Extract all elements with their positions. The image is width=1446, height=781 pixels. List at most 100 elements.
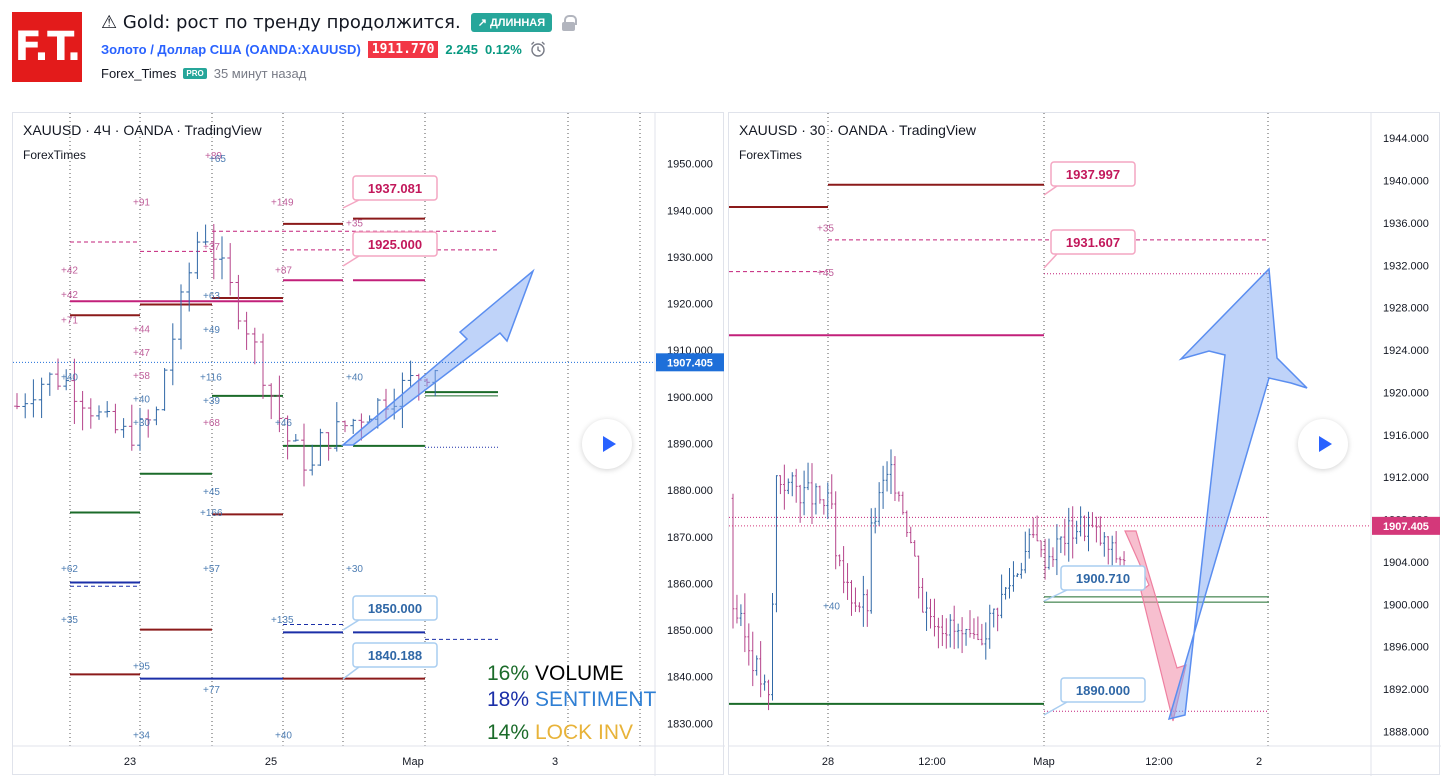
- candle: [944, 618, 948, 649]
- candle: [802, 470, 806, 516]
- candle: [22, 393, 29, 419]
- candle: [1055, 524, 1059, 576]
- chart-panel-30m[interactable]: +35 +45 +40 1944.000 1940.000 1936.000 1932.0…: [728, 112, 1441, 776]
- candle: [790, 472, 794, 497]
- candle: [128, 404, 135, 451]
- price-change: 2.245: [445, 41, 478, 57]
- candle: [235, 274, 242, 330]
- candle: [1102, 532, 1106, 557]
- candle: [865, 589, 869, 627]
- candle-annotation: +91: [133, 198, 150, 209]
- callout-label: 1840.188: [368, 648, 422, 663]
- chart-panel-4h[interactable]: +89 +65 +91 +149 +35 +37 +42 +63 +87 +42 +71 +44 +49…: [12, 112, 725, 776]
- replay-play-button[interactable]: [582, 419, 632, 469]
- candle-annotation: +166: [200, 508, 223, 519]
- replay-play-button[interactable]: [1298, 419, 1348, 469]
- candle-annotation: +40: [823, 602, 840, 613]
- candle: [798, 484, 802, 523]
- y-tick-label: 1890.000: [667, 438, 713, 450]
- candle: [1027, 528, 1031, 559]
- x-tick-label: 12:00: [1145, 756, 1173, 768]
- callout-box: [1050, 229, 1136, 255]
- price-change-percent: 0.12%: [484, 41, 522, 57]
- callout-pointer: [342, 666, 360, 680]
- callout-label: 1890.000: [1076, 683, 1130, 698]
- candle-annotation: +87: [275, 265, 292, 276]
- candle: [284, 415, 291, 460]
- candle: [838, 554, 842, 567]
- y-tick-label: 1950.000: [667, 159, 713, 171]
- last-price-label: 1907.405: [1383, 521, 1429, 533]
- long-direction-badge: ↗ ДЛИННАЯ: [470, 13, 553, 32]
- callout-box: [1060, 565, 1146, 591]
- callout-pointer: [1043, 185, 1058, 196]
- candle-annotation: +42: [61, 290, 78, 301]
- candle-annotation: +42: [61, 265, 78, 276]
- x-tick-label: 12:00: [918, 756, 946, 768]
- forex-times-logo[interactable]: F.T.: [12, 12, 82, 82]
- candle-annotation: +68: [203, 418, 220, 429]
- y-tick-label: 1920.000: [667, 299, 713, 311]
- candle: [79, 391, 86, 431]
- y-tick-label: 1920.000: [1383, 387, 1429, 399]
- candle: [145, 409, 152, 438]
- chart-4h-canvas[interactable]: +89+65 +91 +149 +35 +37 +42 +63 +87 +42 +71 +44 +49…: [13, 113, 725, 776]
- author-name[interactable]: Forex_Times: [101, 66, 177, 81]
- candle: [909, 526, 913, 544]
- y-tick-label: 1830.000: [667, 718, 713, 730]
- candle: [178, 284, 184, 350]
- symbol-row: Золото / Доллар США (OANDA:XAUUSD) 1911.…: [101, 40, 547, 58]
- y-tick-label: 1850.000: [667, 625, 713, 637]
- alarm-clock-icon[interactable]: [529, 40, 547, 58]
- candle: [739, 604, 743, 627]
- candle: [755, 655, 759, 676]
- candle-annotation: +35: [61, 615, 78, 626]
- x-tick-label: Мар: [402, 756, 424, 768]
- candle: [202, 224, 209, 246]
- symbol-link[interactable]: Золото / Доллар США (OANDA:XAUUSD): [101, 41, 361, 57]
- candle: [243, 311, 250, 350]
- candle: [810, 463, 814, 524]
- candle: [814, 483, 818, 515]
- candle: [301, 423, 307, 487]
- candle: [1051, 547, 1055, 567]
- candle-annotation: +34: [133, 730, 150, 741]
- candle-annotation: +35: [817, 223, 834, 234]
- candle-annotation: +89: [205, 151, 222, 162]
- candle-annotation: +45: [203, 487, 220, 498]
- price-callout: 1931.607: [1043, 229, 1136, 269]
- last-price-tag: [656, 353, 724, 372]
- candle: [161, 368, 168, 411]
- candle: [826, 482, 830, 520]
- candle: [992, 608, 996, 628]
- callout-pointer: [1043, 253, 1058, 269]
- y-tick-label: 1900.000: [667, 392, 713, 404]
- candle-annotation: +35: [346, 219, 363, 230]
- candle-annotation: +30: [346, 564, 363, 575]
- y-tick-label: 1940.000: [1383, 176, 1429, 188]
- candle: [1063, 518, 1067, 556]
- candle: [71, 358, 78, 424]
- stat-lockinv-label: LOCK INV: [535, 721, 633, 744]
- candle: [1023, 531, 1027, 574]
- candle: [350, 418, 357, 434]
- y-tick-label: 1880.000: [667, 485, 713, 497]
- candle-annotation: +40: [346, 373, 363, 384]
- candle-annotation: +62: [61, 564, 78, 575]
- candle: [937, 617, 940, 649]
- candle: [1039, 540, 1043, 558]
- candle: [14, 393, 20, 410]
- y-tick-label: 1912.000: [1383, 472, 1429, 484]
- idea-title-text: Gold: рост по тренду продолжится.: [122, 12, 461, 33]
- candle: [317, 428, 324, 466]
- candle: [268, 383, 275, 420]
- candle: [771, 593, 774, 701]
- candle: [893, 456, 897, 501]
- candle: [1004, 587, 1007, 600]
- candle: [1031, 517, 1035, 538]
- candle: [210, 224, 217, 280]
- chart-30m-canvas[interactable]: +35 +45 +40 1944.000 1940.000 1936.000 1932.0…: [729, 113, 1441, 776]
- candle: [846, 563, 849, 600]
- candle: [763, 674, 766, 691]
- candle-annotation: +39: [203, 396, 220, 407]
